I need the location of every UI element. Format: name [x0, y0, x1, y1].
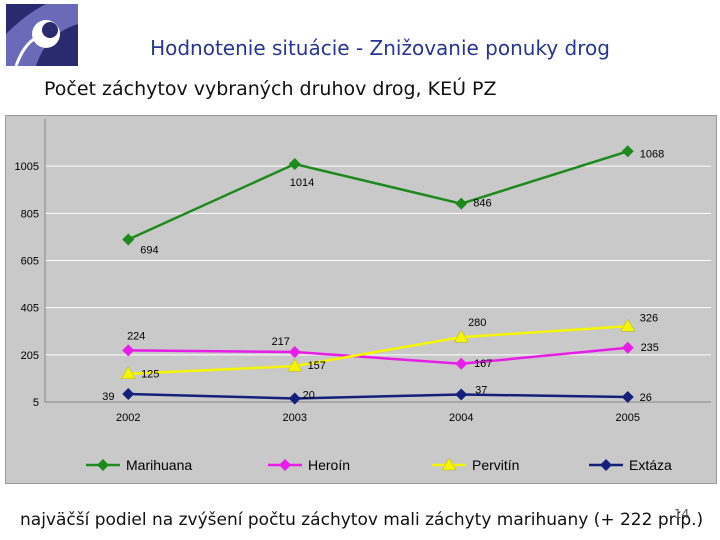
data-point	[122, 387, 135, 400]
logo-graphic	[6, 4, 78, 67]
y-tick-label: 805	[21, 208, 39, 220]
data-point	[620, 318, 636, 332]
data-point	[455, 357, 468, 370]
data-point	[288, 392, 301, 405]
slide-subtitle: Počet záchytov vybraných druhov drog, KE…	[44, 78, 497, 100]
logo	[6, 4, 78, 67]
data-point	[455, 388, 468, 401]
data-point	[621, 341, 634, 354]
legend-marker	[279, 459, 291, 471]
series-line-marihuana	[127, 150, 629, 241]
legend-marker	[441, 457, 457, 471]
page-number: 14	[674, 507, 690, 521]
data-point	[455, 197, 468, 210]
data-point	[288, 346, 301, 359]
data-label: 326	[640, 312, 658, 324]
data-label: 125	[141, 369, 159, 381]
data-label: 280	[468, 317, 486, 329]
data-point	[288, 158, 301, 171]
data-label: 1014	[290, 177, 314, 189]
y-tick-label: 5	[33, 397, 39, 409]
data-label: 217	[272, 336, 290, 348]
line-chart: 5 205 405 605 805 1005 2002 2003 2004 2005 694 1014…	[15, 119, 711, 473]
data-label: 224	[127, 330, 145, 342]
data-label: 1068	[640, 148, 664, 160]
x-tick-label: 2002	[116, 412, 140, 424]
data-label: 37	[475, 384, 487, 396]
data-label: 157	[308, 360, 326, 372]
y-tick-label: 1005	[15, 161, 39, 173]
data-point	[122, 233, 135, 246]
legend-label: Pervitín	[472, 457, 519, 473]
data-label: 26	[640, 392, 652, 404]
legend-label: Marihuana	[126, 457, 192, 473]
chart-panel: 5 205 405 605 805 1005 2002 2003 2004 2005 694 1014…	[5, 115, 717, 484]
y-tick-label: 205	[21, 350, 39, 362]
data-point	[287, 358, 303, 372]
series-line-pervitín	[128, 325, 628, 375]
data-point	[120, 366, 136, 379]
y-tick-label: 605	[21, 256, 39, 268]
data-point	[621, 145, 634, 158]
data-label: 20	[303, 389, 315, 401]
series-line-extáza	[128, 392, 628, 400]
legend-marker	[97, 459, 109, 471]
footer-note: najväčší podiel na zvýšení počtu záchyto…	[20, 510, 704, 530]
legend-marker	[600, 459, 612, 471]
data-label: 39	[102, 391, 114, 403]
data-label: 694	[140, 245, 158, 257]
data-label: 235	[641, 342, 659, 354]
data-label: 167	[474, 358, 492, 370]
x-tick-label: 2005	[616, 412, 640, 424]
data-label: 846	[473, 198, 491, 210]
slide-title: Hodnotenie situácie - Znižovanie ponuky …	[150, 36, 610, 60]
data-point	[122, 344, 135, 357]
y-tick-label: 405	[21, 303, 39, 315]
legend-label: Extáza	[629, 457, 672, 473]
x-tick-label: 2003	[283, 412, 307, 424]
series-line-heroín	[128, 346, 628, 366]
data-point	[621, 391, 634, 404]
data-point	[453, 329, 469, 343]
x-tick-label: 2004	[449, 412, 473, 424]
legend-label: Heroín	[308, 457, 350, 473]
